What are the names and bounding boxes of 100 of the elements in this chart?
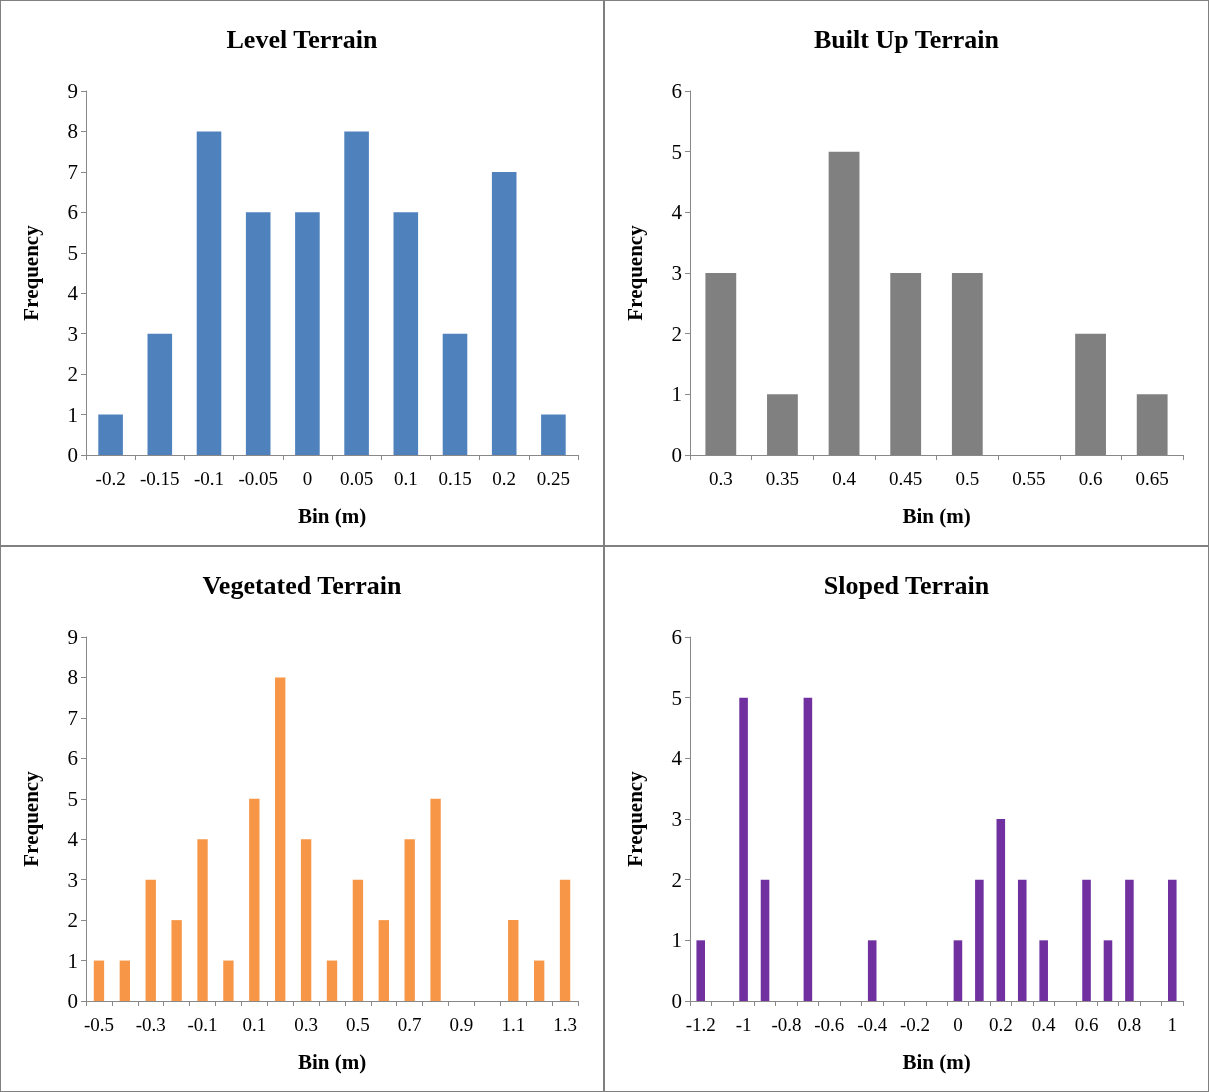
x-tick-label: -0.1 (193, 468, 225, 489)
bar (352, 879, 364, 1001)
x-tick-label: 0.8 (1117, 1014, 1142, 1035)
y-tick-label: 5 (67, 240, 78, 265)
y-tick-label: 4 (671, 200, 683, 225)
y-tick-label: 9 (67, 625, 78, 649)
y-tick-label: 2 (67, 362, 78, 387)
x-tick-label: 0.6 (1078, 468, 1103, 489)
bar (541, 414, 566, 455)
x-tick-label: 0.35 (765, 468, 800, 489)
y-tick-label: 6 (671, 625, 682, 649)
bar (559, 879, 571, 1001)
y-tick-label: 4 (671, 746, 683, 771)
x-tick-label: 0 (953, 1014, 963, 1035)
y-tick-label: 6 (67, 746, 78, 771)
bar (867, 940, 877, 1001)
bar (119, 960, 131, 1001)
bar (1168, 879, 1177, 1001)
bar (1082, 879, 1091, 1001)
bar (326, 960, 338, 1001)
y-tick-label: 7 (67, 705, 78, 730)
chart-title: Vegetated Terrain (202, 570, 403, 600)
y-tick-label: 2 (671, 867, 682, 892)
bar (696, 940, 705, 1001)
bar (378, 920, 389, 1001)
bar (393, 212, 419, 455)
x-axis-title: Bin (m) (297, 503, 367, 528)
x-tick-label: 0.1 (242, 1014, 267, 1035)
bar (275, 677, 286, 1001)
x-tick-label: 0.25 (536, 468, 571, 489)
x-tick-label: -0.4 (857, 1014, 888, 1035)
y-tick-label: 0 (671, 989, 682, 1013)
bar (249, 798, 260, 1001)
bar (300, 839, 312, 1001)
bar (98, 414, 123, 455)
x-tick-label: 0.45 (889, 468, 923, 489)
y-tick-label: 1 (67, 402, 78, 427)
bar (975, 879, 984, 1001)
chart-title: Level Terrain (226, 24, 379, 54)
bar (196, 131, 222, 455)
x-tick-label: 0.7 (397, 1014, 422, 1035)
bar (1039, 940, 1048, 1001)
bar (739, 697, 748, 1001)
y-tick-label: 5 (671, 685, 682, 710)
x-tick-label: -0.2 (95, 468, 126, 489)
bar (295, 212, 320, 455)
bar (533, 960, 545, 1001)
bar (245, 212, 271, 455)
y-tick-label: 6 (67, 200, 78, 225)
y-tick-label: 7 (67, 159, 78, 184)
x-tick-label: -1.2 (685, 1014, 716, 1035)
y-tick-label: 1 (671, 382, 682, 407)
bar (1017, 879, 1027, 1001)
x-tick-label: 0.3 (708, 468, 733, 489)
y-axis-title: Frequency (18, 224, 43, 321)
y-tick-label: 3 (67, 867, 78, 892)
x-tick-label: -0.8 (771, 1014, 802, 1035)
y-tick-label: 3 (671, 807, 682, 831)
bar (404, 839, 415, 1001)
x-tick-label: -0.5 (83, 1014, 114, 1035)
y-tick-label: 3 (67, 321, 78, 346)
x-tick-label: -0.3 (135, 1014, 166, 1035)
bar (430, 798, 441, 1001)
bar (1103, 940, 1113, 1001)
x-tick-label: 0.65 (1135, 468, 1169, 489)
y-tick-label: 3 (671, 261, 682, 285)
x-tick-label: 0.2 (492, 468, 517, 489)
y-tick-label: 1 (67, 948, 78, 973)
bar (442, 333, 468, 455)
x-axis-title: Bin (m) (902, 503, 971, 528)
x-tick-label: 0.2 (988, 1014, 1013, 1035)
x-axis-title: Bin (m) (902, 1049, 971, 1074)
x-tick-label: -0.6 (814, 1014, 845, 1035)
x-tick-label: 1.1 (501, 1014, 526, 1035)
y-tick-label: 4 (67, 281, 79, 306)
x-tick-label: -0.05 (238, 468, 278, 489)
bar (996, 819, 1006, 1001)
bar (145, 879, 156, 1001)
bar (171, 920, 182, 1001)
bar (491, 171, 517, 455)
y-axis-title: Frequency (622, 770, 647, 867)
y-tick-label: 6 (671, 79, 682, 103)
x-tick-label: 1.3 (553, 1014, 577, 1035)
x-tick-label: 0.55 (1012, 468, 1046, 489)
bar (1125, 879, 1134, 1001)
x-tick-label: 0.15 (438, 468, 472, 489)
x-tick-label: 0.6 (1074, 1014, 1099, 1035)
chart-title: Sloped Terrain (823, 570, 990, 600)
y-tick-label: 4 (67, 827, 79, 852)
x-tick-label: 1 (1167, 1014, 1178, 1035)
y-axis-title: Frequency (622, 224, 647, 321)
y-tick-label: 2 (67, 908, 78, 933)
bar (803, 697, 813, 1001)
bar (760, 879, 770, 1001)
y-tick-label: 0 (67, 989, 78, 1013)
bar (953, 940, 963, 1001)
bar (197, 839, 208, 1001)
y-tick-label: 5 (671, 139, 682, 164)
x-tick-label: -0.15 (140, 468, 180, 489)
y-tick-label: 8 (67, 665, 78, 690)
